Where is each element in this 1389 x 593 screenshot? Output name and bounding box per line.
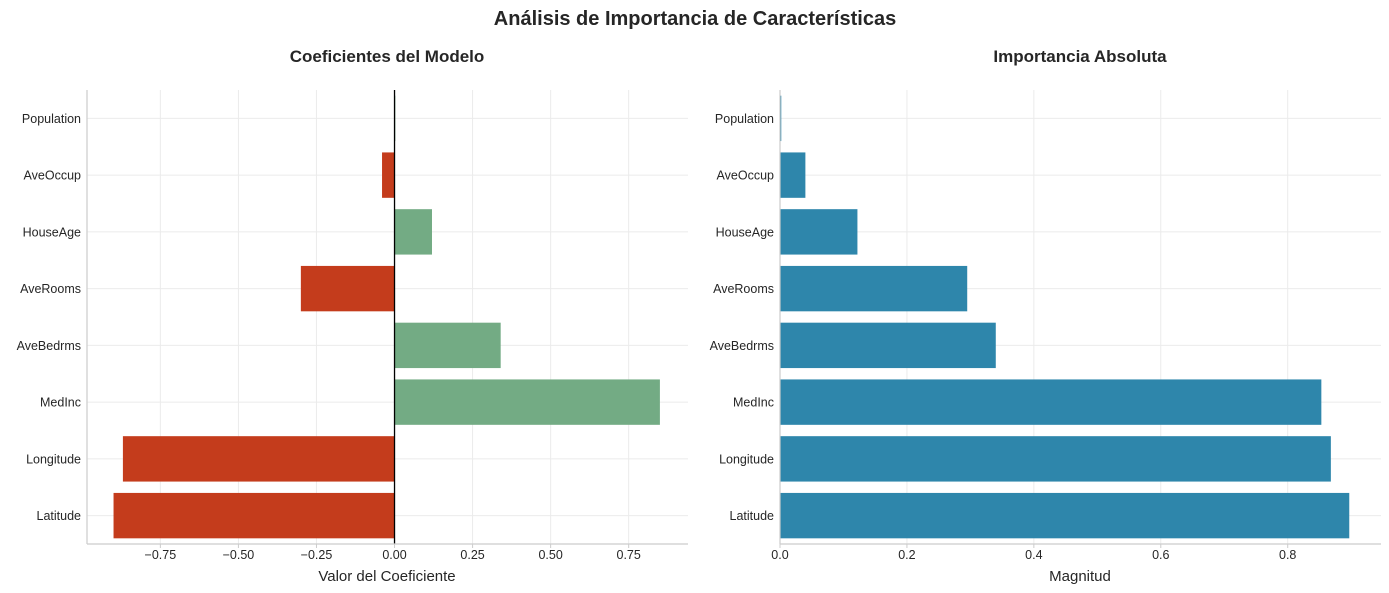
imp-xtick-label: 0.0 — [771, 548, 788, 562]
coef-xtick-label: 0.75 — [617, 548, 641, 562]
importance-ticks: 0.0 0.2 0.4 0.6 0.8 Latitude Longitude MedInc Av… — [710, 90, 1381, 562]
coefficients-panel: Coeficientes del Modelo −0.75 −0.50 −0.25 0… — [17, 47, 688, 585]
coef-ytick-label: HouseAge — [23, 225, 81, 239]
imp-bar — [780, 209, 858, 255]
coef-xtick-label: 0.50 — [538, 548, 562, 562]
imp-xtick-label: 0.2 — [898, 548, 915, 562]
coef-ytick-label: Longitude — [26, 452, 81, 466]
coef-ytick-label: AveBedrms — [17, 339, 81, 353]
imp-ytick-label: Longitude — [719, 452, 774, 466]
imp-bar — [780, 152, 806, 198]
imp-ytick-label: AveOccup — [717, 169, 774, 183]
coef-bar — [122, 436, 395, 482]
coefficients-ticks: −0.75 −0.50 −0.25 0.00 0.25 0.50 0.75 Latitude L… — [17, 90, 688, 562]
coef-xtick-label: 0.25 — [460, 548, 484, 562]
imp-ytick-label: AveBedrms — [710, 339, 774, 353]
imp-ytick-label: Population — [715, 112, 774, 126]
coef-xtick-label: −0.50 — [223, 548, 255, 562]
imp-ytick-label: HouseAge — [716, 225, 774, 239]
imp-bar — [780, 436, 1331, 482]
coefficients-xlabel: Valor del Coeficiente — [318, 568, 455, 585]
coef-xtick-label: 0.00 — [382, 548, 406, 562]
coef-ytick-label: Population — [22, 112, 81, 126]
figure-suptitle: Análisis de Importancia de Característic… — [494, 8, 896, 30]
importance-title: Importancia Absoluta — [993, 47, 1167, 66]
imp-bar — [780, 322, 996, 369]
imp-bar — [780, 265, 968, 312]
imp-ytick-label: AveRooms — [713, 282, 774, 296]
importance-xlabel: Magnitud — [1049, 568, 1111, 585]
imp-xtick-label: 0.8 — [1279, 548, 1296, 562]
imp-ytick-label: MedInc — [733, 396, 774, 410]
imp-bar — [780, 492, 1350, 539]
coefficients-title: Coeficientes del Modelo — [290, 47, 485, 66]
coef-xtick-label: −0.75 — [145, 548, 177, 562]
coef-bar — [394, 322, 501, 369]
coef-xtick-label: −0.25 — [301, 548, 333, 562]
imp-bar — [780, 95, 782, 142]
imp-ytick-label: Latitude — [730, 509, 775, 523]
imp-bar — [780, 379, 1322, 425]
coef-ytick-label: AveRooms — [20, 282, 81, 296]
coef-ytick-label: Latitude — [37, 509, 82, 523]
coef-ytick-label: AveOccup — [24, 169, 81, 183]
coef-bar — [300, 265, 395, 312]
imp-xtick-label: 0.4 — [1025, 548, 1042, 562]
coefficients-bars — [113, 90, 660, 544]
importance-panel: Importancia Absoluta 0.0 0.2 0.4 0.6 0.8 Lati… — [710, 47, 1381, 585]
coef-bar — [394, 379, 660, 425]
importance-bars — [780, 95, 1350, 539]
coef-bar — [394, 209, 432, 255]
coef-ytick-label: MedInc — [40, 396, 81, 410]
imp-xtick-label: 0.6 — [1152, 548, 1169, 562]
coef-bar — [113, 492, 395, 539]
coef-bar — [382, 152, 395, 198]
